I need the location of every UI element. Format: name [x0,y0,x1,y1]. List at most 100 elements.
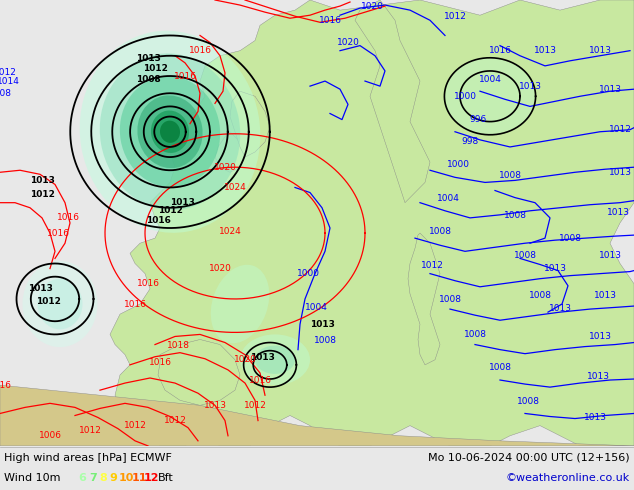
Text: 1013: 1013 [607,208,630,218]
Text: 1012: 1012 [420,261,443,270]
Text: 1008: 1008 [0,89,11,98]
Text: 1024: 1024 [219,226,242,236]
Text: 1008: 1008 [313,336,337,345]
Polygon shape [215,132,245,172]
Text: 1016: 1016 [489,46,512,55]
Text: 1000: 1000 [453,92,477,101]
Text: 1012: 1012 [30,190,55,199]
Polygon shape [158,340,240,405]
Text: 1013: 1013 [250,353,275,362]
Text: 1012: 1012 [0,69,16,77]
Text: 1016: 1016 [188,46,212,55]
Text: Mo 10-06-2024 00:00 UTC (12+156): Mo 10-06-2024 00:00 UTC (12+156) [429,453,630,463]
Text: 998: 998 [462,137,479,147]
Ellipse shape [80,31,261,233]
Text: 1012: 1012 [158,206,183,215]
Text: 1012: 1012 [143,64,167,74]
Polygon shape [355,0,430,203]
Text: 1016: 1016 [148,358,172,368]
Polygon shape [408,233,440,365]
Text: 1016: 1016 [146,217,171,225]
Text: 1008: 1008 [498,171,522,180]
Text: 1016: 1016 [174,72,197,80]
Text: 1008: 1008 [514,251,536,260]
Text: 1020: 1020 [361,1,384,11]
Text: 6: 6 [78,473,86,483]
Ellipse shape [445,58,535,134]
Text: 1008: 1008 [503,211,526,220]
Text: 1018: 1018 [167,341,190,350]
Text: 1013: 1013 [598,85,621,94]
Ellipse shape [100,53,240,210]
Text: 1013: 1013 [598,251,621,260]
Text: 7: 7 [89,473,97,483]
Text: Bft: Bft [158,473,174,483]
Text: 1016: 1016 [249,375,271,385]
Text: 1012: 1012 [79,426,101,435]
Text: 1012: 1012 [444,12,467,21]
Text: 1012: 1012 [609,125,631,134]
Text: 1012: 1012 [164,416,186,425]
Text: 1000: 1000 [446,160,470,169]
Polygon shape [110,0,634,446]
Text: 1008: 1008 [136,74,160,84]
Text: 1013: 1013 [543,264,567,273]
Text: 1000: 1000 [297,269,320,278]
Text: ©weatheronline.co.uk: ©weatheronline.co.uk [506,473,630,483]
Text: Wind 10m: Wind 10m [4,473,60,483]
Text: 1012: 1012 [243,401,266,410]
Text: 1008: 1008 [559,234,581,243]
Ellipse shape [22,261,98,347]
Text: 1008: 1008 [429,226,451,236]
Text: 1020: 1020 [337,38,359,47]
Text: 1004: 1004 [437,194,460,203]
Text: 1006: 1006 [39,431,61,441]
Text: High wind areas [hPa] ECMWF: High wind areas [hPa] ECMWF [4,453,172,463]
Text: 1008: 1008 [529,292,552,300]
Text: 1016: 1016 [56,213,79,222]
Text: 1012: 1012 [36,297,60,307]
Text: 1013: 1013 [588,46,612,55]
Text: 1004: 1004 [479,74,501,84]
Ellipse shape [210,265,269,343]
Text: 1013: 1013 [309,320,335,329]
Text: 1004: 1004 [304,302,327,312]
Text: 1013: 1013 [609,168,631,177]
Text: 1013: 1013 [593,292,616,300]
Text: 1013: 1013 [586,372,609,382]
Text: 996: 996 [469,115,487,124]
Text: 1016: 1016 [0,381,11,390]
Text: 11: 11 [132,473,148,483]
Polygon shape [0,385,634,446]
Ellipse shape [160,121,180,143]
Text: 1008: 1008 [439,295,462,304]
Ellipse shape [37,279,82,329]
Text: 1024: 1024 [224,183,247,192]
Text: 1016: 1016 [318,16,342,25]
Text: 1020: 1020 [209,264,231,273]
Text: 1013: 1013 [169,198,195,207]
Text: 1013: 1013 [548,304,571,313]
Text: 1013: 1013 [136,54,160,63]
Polygon shape [230,91,270,157]
Ellipse shape [120,76,220,187]
Text: 1014: 1014 [0,76,20,86]
Text: 12: 12 [144,473,160,483]
Text: 8: 8 [99,473,107,483]
Text: 1008: 1008 [463,330,486,339]
Text: 1012: 1012 [124,421,146,430]
Text: 1020: 1020 [214,163,236,172]
Text: 1016: 1016 [124,299,146,309]
Text: 1008: 1008 [489,364,512,372]
Text: 1008: 1008 [517,397,540,406]
Text: 1013: 1013 [533,46,557,55]
Text: 9: 9 [109,473,117,483]
Ellipse shape [240,334,310,385]
Text: 1020: 1020 [233,355,256,364]
Text: 1013: 1013 [583,413,607,422]
Text: 10: 10 [119,473,134,483]
Text: 1013: 1013 [27,284,53,294]
Text: 1013: 1013 [588,332,612,341]
Text: 1013: 1013 [204,401,226,410]
Ellipse shape [255,345,295,374]
